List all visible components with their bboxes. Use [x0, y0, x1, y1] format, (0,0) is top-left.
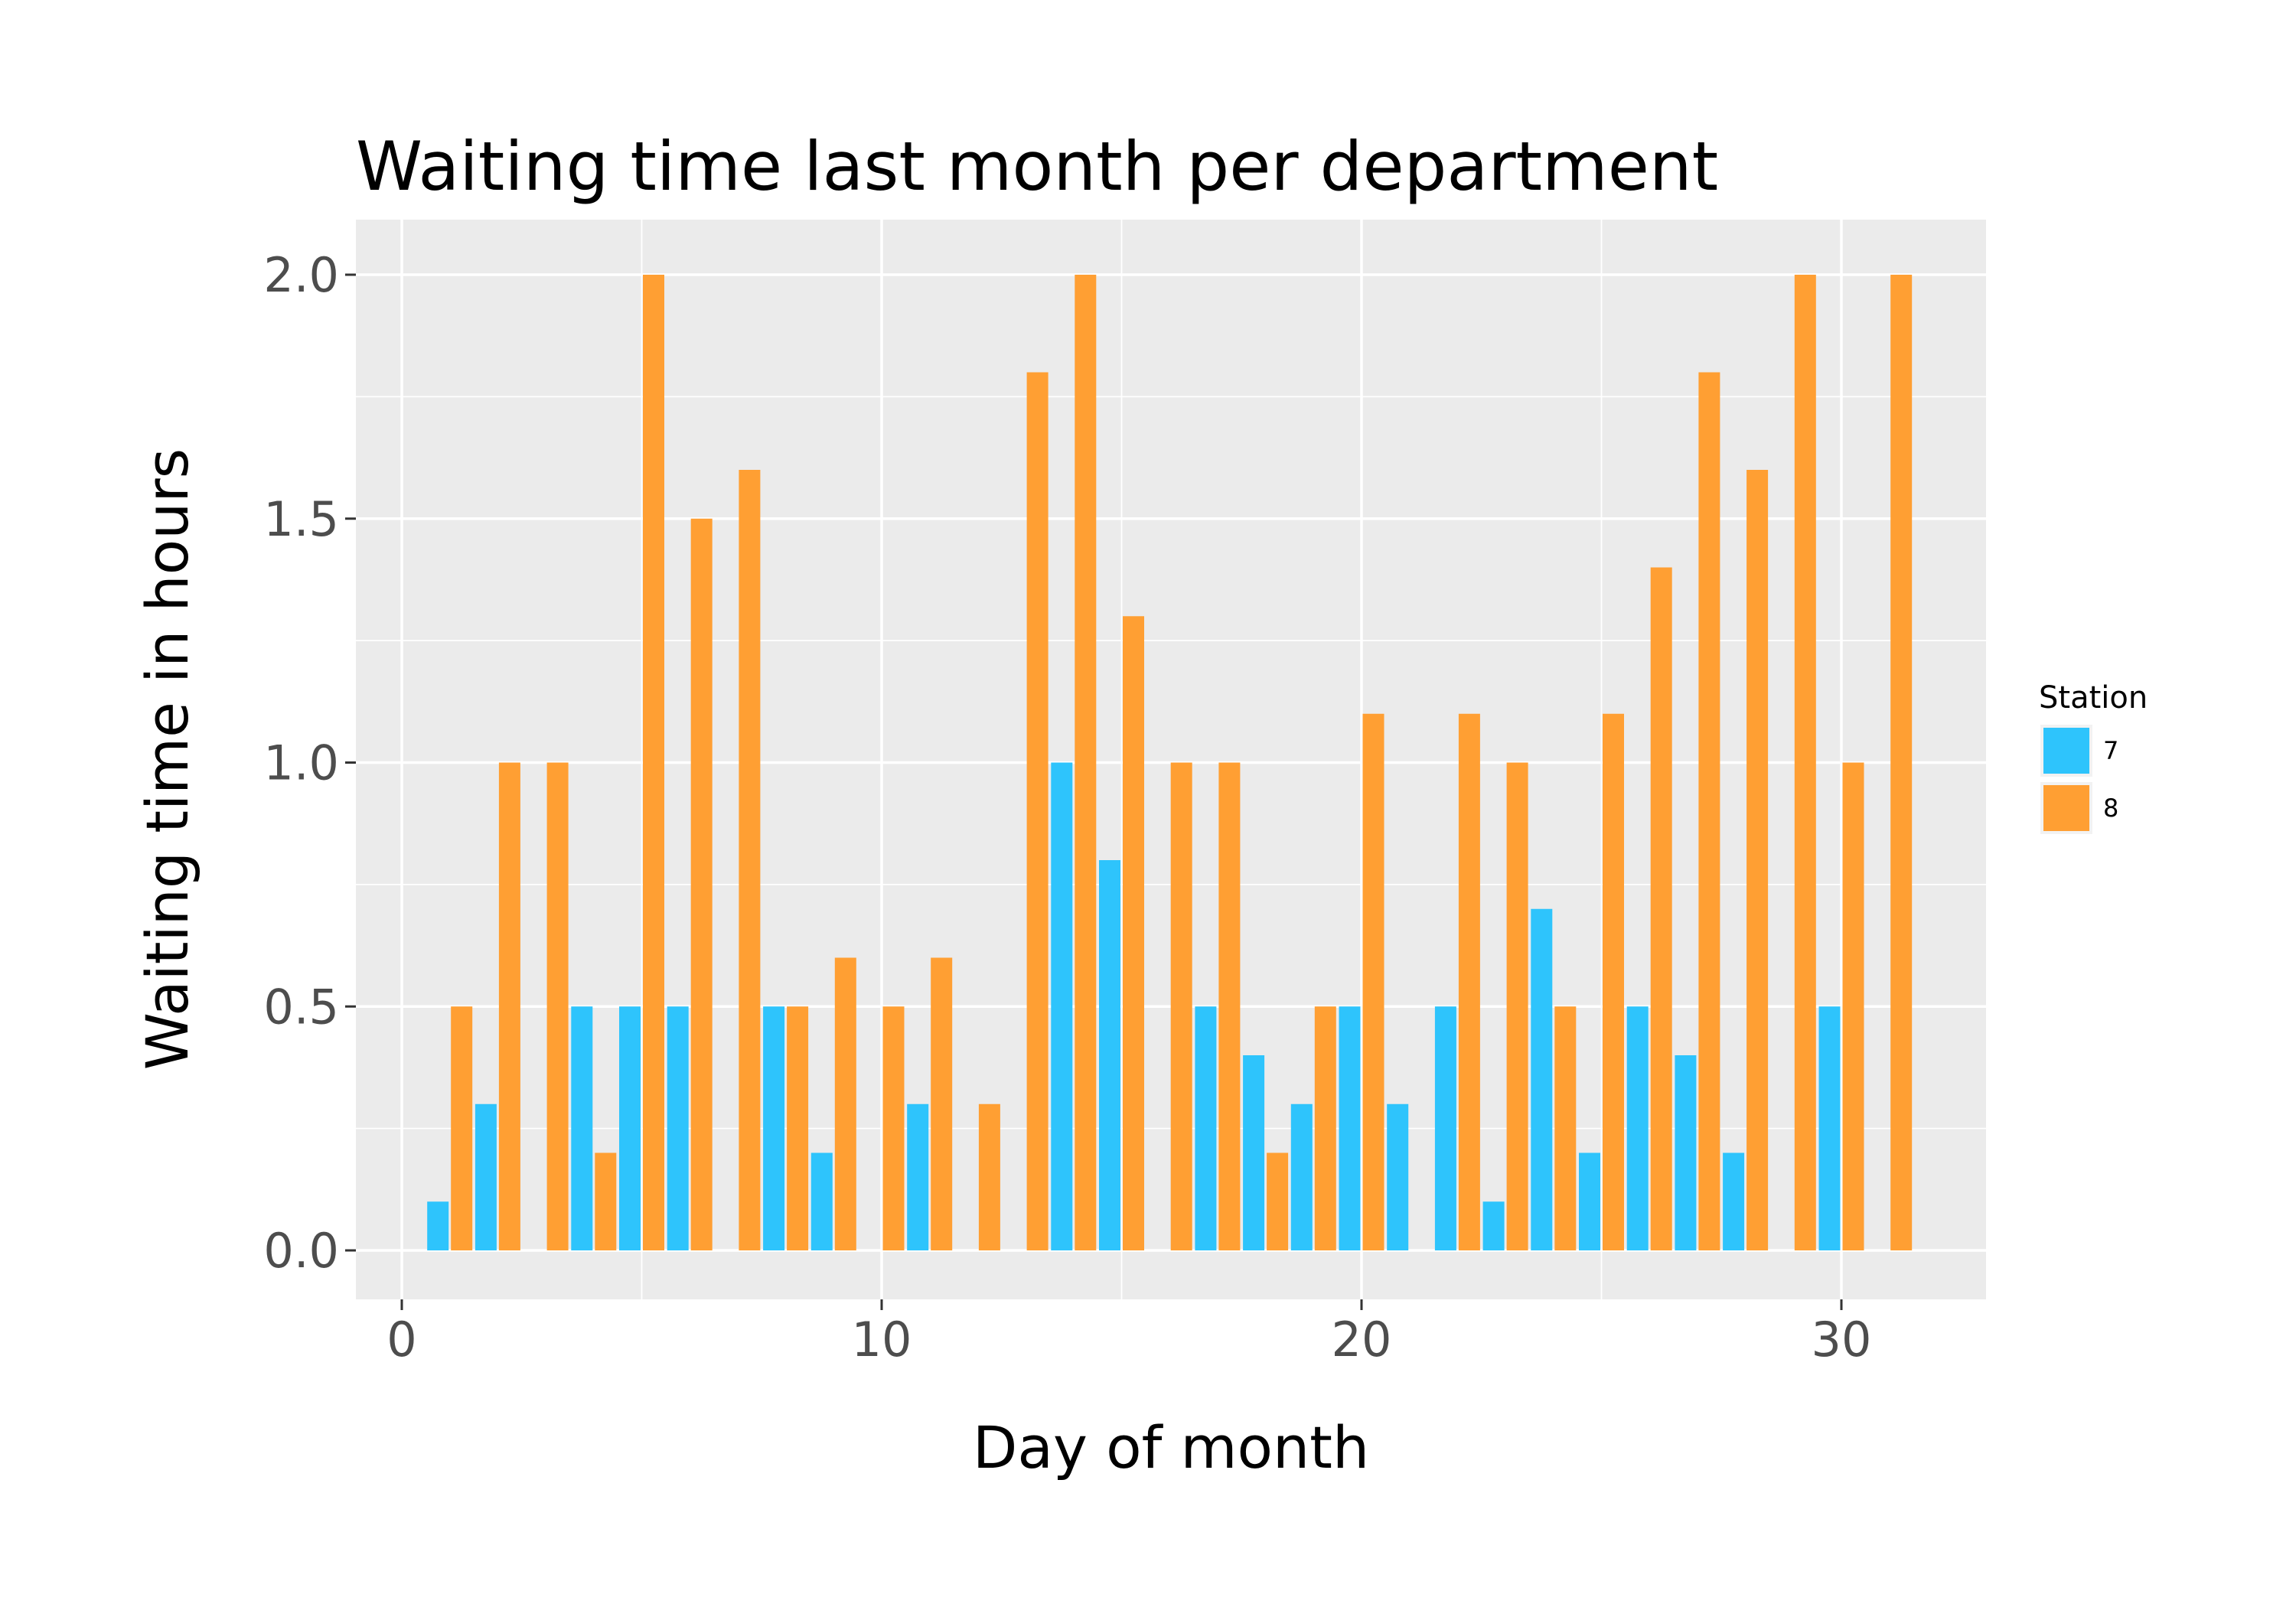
legend-key [2043, 728, 2089, 774]
bar-station-8 [787, 1006, 809, 1250]
x-tick-label: 0 [386, 1312, 416, 1367]
bar-station-7 [619, 1006, 641, 1250]
bar-station-8 [978, 1103, 1000, 1250]
legend-label: 7 [2103, 736, 2118, 765]
bar-station-8 [931, 957, 953, 1250]
bar-station-8 [1794, 275, 1816, 1250]
x-axis-title: Day of month [973, 1413, 1369, 1482]
bar-station-8 [1075, 275, 1097, 1250]
bar-station-7 [810, 1152, 833, 1250]
bar-station-8 [451, 1006, 473, 1250]
bar-station-7 [1243, 1055, 1265, 1250]
bar-station-7 [1387, 1103, 1409, 1250]
bar-station-7 [1818, 1006, 1841, 1250]
bar-station-8 [546, 762, 569, 1250]
bar-station-7 [1434, 1006, 1456, 1250]
bar-station-8 [595, 1152, 617, 1250]
bar-station-8 [1362, 713, 1384, 1250]
bar-station-8 [498, 762, 520, 1250]
bar-station-8 [1554, 1006, 1577, 1250]
bar-station-8 [1267, 1152, 1289, 1250]
bar-station-8 [1890, 275, 1913, 1250]
bar-station-7 [1339, 1006, 1361, 1250]
bar-station-8 [1170, 762, 1192, 1250]
bar-station-8 [1026, 372, 1049, 1250]
bar-station-7 [1195, 1006, 1217, 1250]
bar-station-8 [834, 957, 856, 1250]
bar-station-8 [1650, 567, 1672, 1250]
bar-station-8 [1603, 713, 1624, 1250]
bar-station-8 [1698, 372, 1720, 1250]
bar-station-7 [571, 1006, 593, 1250]
bar-station-8 [1506, 762, 1528, 1250]
bar-station-7 [1051, 762, 1073, 1250]
bar-station-7 [1290, 1103, 1313, 1250]
y-tick-label: 1.5 [263, 491, 339, 547]
bar-station-8 [882, 1006, 905, 1250]
bar-station-8 [1314, 1006, 1336, 1250]
bar-station-8 [1218, 762, 1241, 1250]
bar-station-7 [1482, 1201, 1505, 1250]
legend-label: 8 [2103, 794, 2118, 823]
bar-station-7 [427, 1201, 449, 1250]
bar-station-7 [1675, 1055, 1697, 1250]
x-tick-label: 20 [1332, 1312, 1392, 1367]
bar-station-7 [907, 1103, 929, 1250]
bar-station-7 [1099, 860, 1120, 1250]
y-tick-label: 0.0 [263, 1223, 339, 1279]
bar-station-8 [1458, 713, 1480, 1250]
bar-station-8 [1842, 762, 1864, 1250]
chart-title: Waiting time last month per department [356, 127, 1718, 206]
y-axis-title: Waiting time in hours [133, 448, 201, 1070]
legend: Station 78 [2039, 680, 2148, 834]
bar-station-8 [690, 518, 713, 1250]
y-axis: 0.0 0.5 1.0 1.5 2.0 [263, 247, 356, 1279]
x-axis: 0 10 20 30 [386, 1299, 1871, 1367]
x-tick-label: 30 [1812, 1312, 1872, 1367]
bar-station-7 [1626, 1006, 1649, 1250]
bar-station-8 [1123, 616, 1144, 1250]
bar-station-7 [1723, 1152, 1745, 1250]
y-tick-label: 2.0 [263, 247, 339, 303]
y-tick-label: 1.0 [263, 735, 339, 791]
bar-station-7 [763, 1006, 785, 1250]
bar-station-7 [667, 1006, 689, 1250]
legend-title: Station [2039, 680, 2148, 715]
bar-station-8 [1746, 470, 1769, 1250]
legend-items: 78 [2040, 725, 2118, 834]
bar-station-8 [643, 275, 664, 1250]
bars [427, 275, 1913, 1250]
bar-station-7 [1531, 908, 1553, 1250]
legend-key [2043, 785, 2089, 831]
bar-station-7 [475, 1103, 497, 1250]
x-tick-label: 10 [852, 1312, 912, 1367]
y-tick-label: 0.5 [263, 979, 339, 1035]
bar-station-8 [739, 470, 761, 1250]
bar-station-7 [1579, 1152, 1600, 1250]
